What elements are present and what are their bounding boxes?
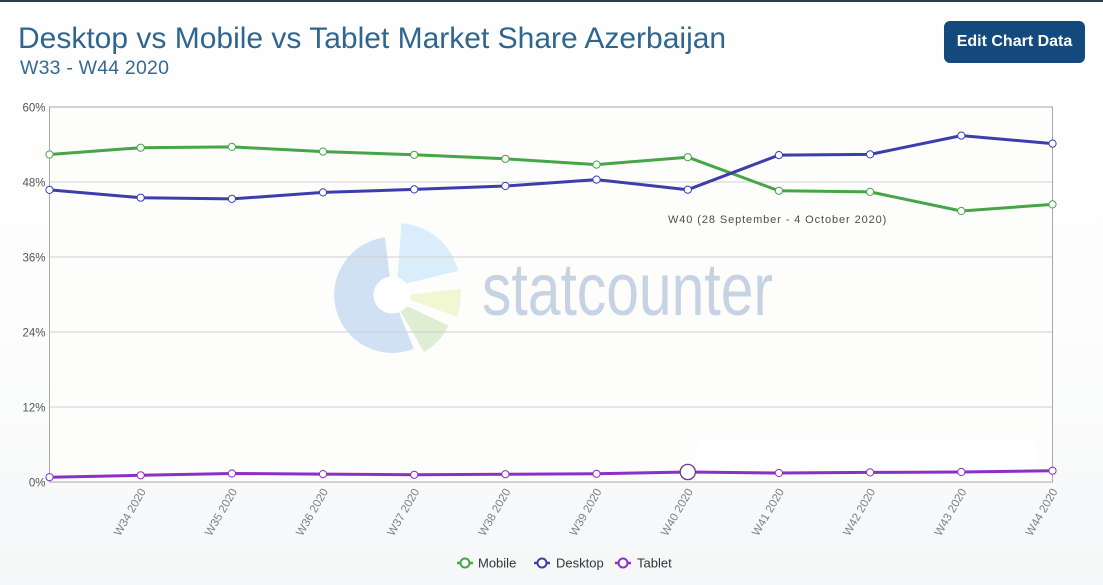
svg-text:W34 2020: W34 2020 bbox=[112, 487, 149, 538]
svg-text:W42 2020: W42 2020 bbox=[842, 487, 879, 538]
svg-text:Tablet: Tablet bbox=[637, 556, 672, 571]
svg-text:W37 2020: W37 2020 bbox=[386, 487, 423, 538]
svg-text:W39 2020: W39 2020 bbox=[568, 487, 605, 538]
svg-text:12%: 12% bbox=[22, 403, 45, 415]
svg-text:W35 2020: W35 2020 bbox=[203, 487, 240, 538]
svg-text:Mobile: Mobile bbox=[478, 556, 516, 571]
svg-text:60%: 60% bbox=[22, 103, 45, 115]
svg-text:0%: 0% bbox=[29, 478, 46, 490]
svg-text:W40 2020: W40 2020 bbox=[659, 487, 696, 538]
svg-text:48%: 48% bbox=[22, 178, 45, 190]
svg-text:Desktop: Desktop bbox=[556, 556, 604, 571]
svg-text:W36 2020: W36 2020 bbox=[294, 487, 331, 538]
svg-text:W44 2020: W44 2020 bbox=[1024, 487, 1061, 538]
svg-text:statcounter: statcounter bbox=[482, 248, 773, 331]
svg-text:36%: 36% bbox=[22, 253, 45, 265]
svg-text:W38 2020: W38 2020 bbox=[477, 487, 514, 538]
svg-text:W40 (28 September - 4 October: W40 (28 September - 4 October 2020) bbox=[668, 214, 887, 226]
svg-text:W43 2020: W43 2020 bbox=[933, 487, 970, 538]
svg-text:24%: 24% bbox=[22, 328, 45, 340]
svg-text:W41 2020: W41 2020 bbox=[750, 487, 787, 538]
